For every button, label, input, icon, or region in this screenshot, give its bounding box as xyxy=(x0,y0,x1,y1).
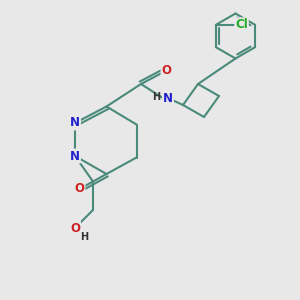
Text: N: N xyxy=(70,149,80,163)
Text: O: O xyxy=(70,221,80,235)
Text: O: O xyxy=(161,64,172,77)
Text: H: H xyxy=(80,232,88,242)
Text: H: H xyxy=(152,92,160,102)
Text: N: N xyxy=(70,116,80,130)
Text: Cl: Cl xyxy=(235,18,248,31)
Text: O: O xyxy=(74,182,85,196)
Text: N: N xyxy=(163,92,173,105)
